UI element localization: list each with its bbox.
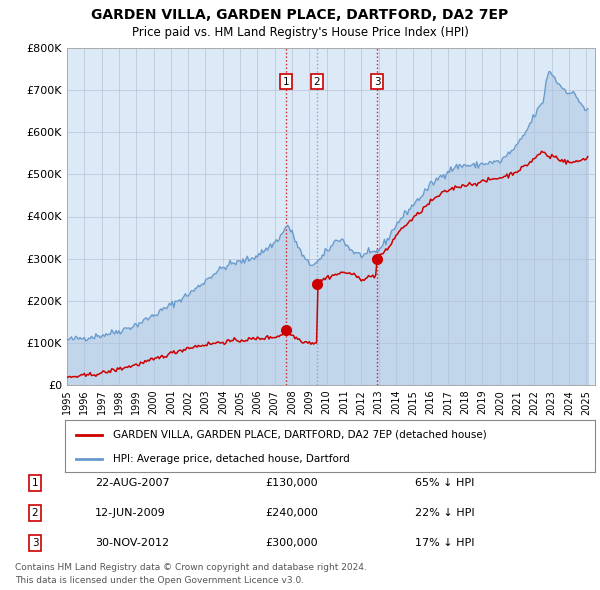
Text: 2: 2	[32, 508, 38, 518]
Text: This data is licensed under the Open Government Licence v3.0.: This data is licensed under the Open Gov…	[15, 576, 304, 585]
Text: 3: 3	[32, 538, 38, 548]
Text: Contains HM Land Registry data © Crown copyright and database right 2024.: Contains HM Land Registry data © Crown c…	[15, 563, 367, 572]
Text: 17% ↓ HPI: 17% ↓ HPI	[415, 538, 475, 548]
Text: GARDEN VILLA, GARDEN PLACE, DARTFORD, DA2 7EP: GARDEN VILLA, GARDEN PLACE, DARTFORD, DA…	[91, 8, 509, 22]
Text: 3: 3	[374, 77, 380, 87]
Text: GARDEN VILLA, GARDEN PLACE, DARTFORD, DA2 7EP (detached house): GARDEN VILLA, GARDEN PLACE, DARTFORD, DA…	[113, 430, 487, 440]
Text: 22-AUG-2007: 22-AUG-2007	[95, 478, 170, 488]
Text: 22% ↓ HPI: 22% ↓ HPI	[415, 508, 475, 518]
Text: 1: 1	[283, 77, 289, 87]
Text: HPI: Average price, detached house, Dartford: HPI: Average price, detached house, Dart…	[113, 454, 349, 464]
Text: 1: 1	[32, 478, 38, 488]
Text: 30-NOV-2012: 30-NOV-2012	[95, 538, 169, 548]
Text: £240,000: £240,000	[265, 508, 318, 518]
Text: 12-JUN-2009: 12-JUN-2009	[95, 508, 166, 518]
Text: £300,000: £300,000	[265, 538, 317, 548]
Text: 65% ↓ HPI: 65% ↓ HPI	[415, 478, 475, 488]
Text: 2: 2	[314, 77, 320, 87]
Text: £130,000: £130,000	[265, 478, 317, 488]
Text: Price paid vs. HM Land Registry's House Price Index (HPI): Price paid vs. HM Land Registry's House …	[131, 26, 469, 39]
